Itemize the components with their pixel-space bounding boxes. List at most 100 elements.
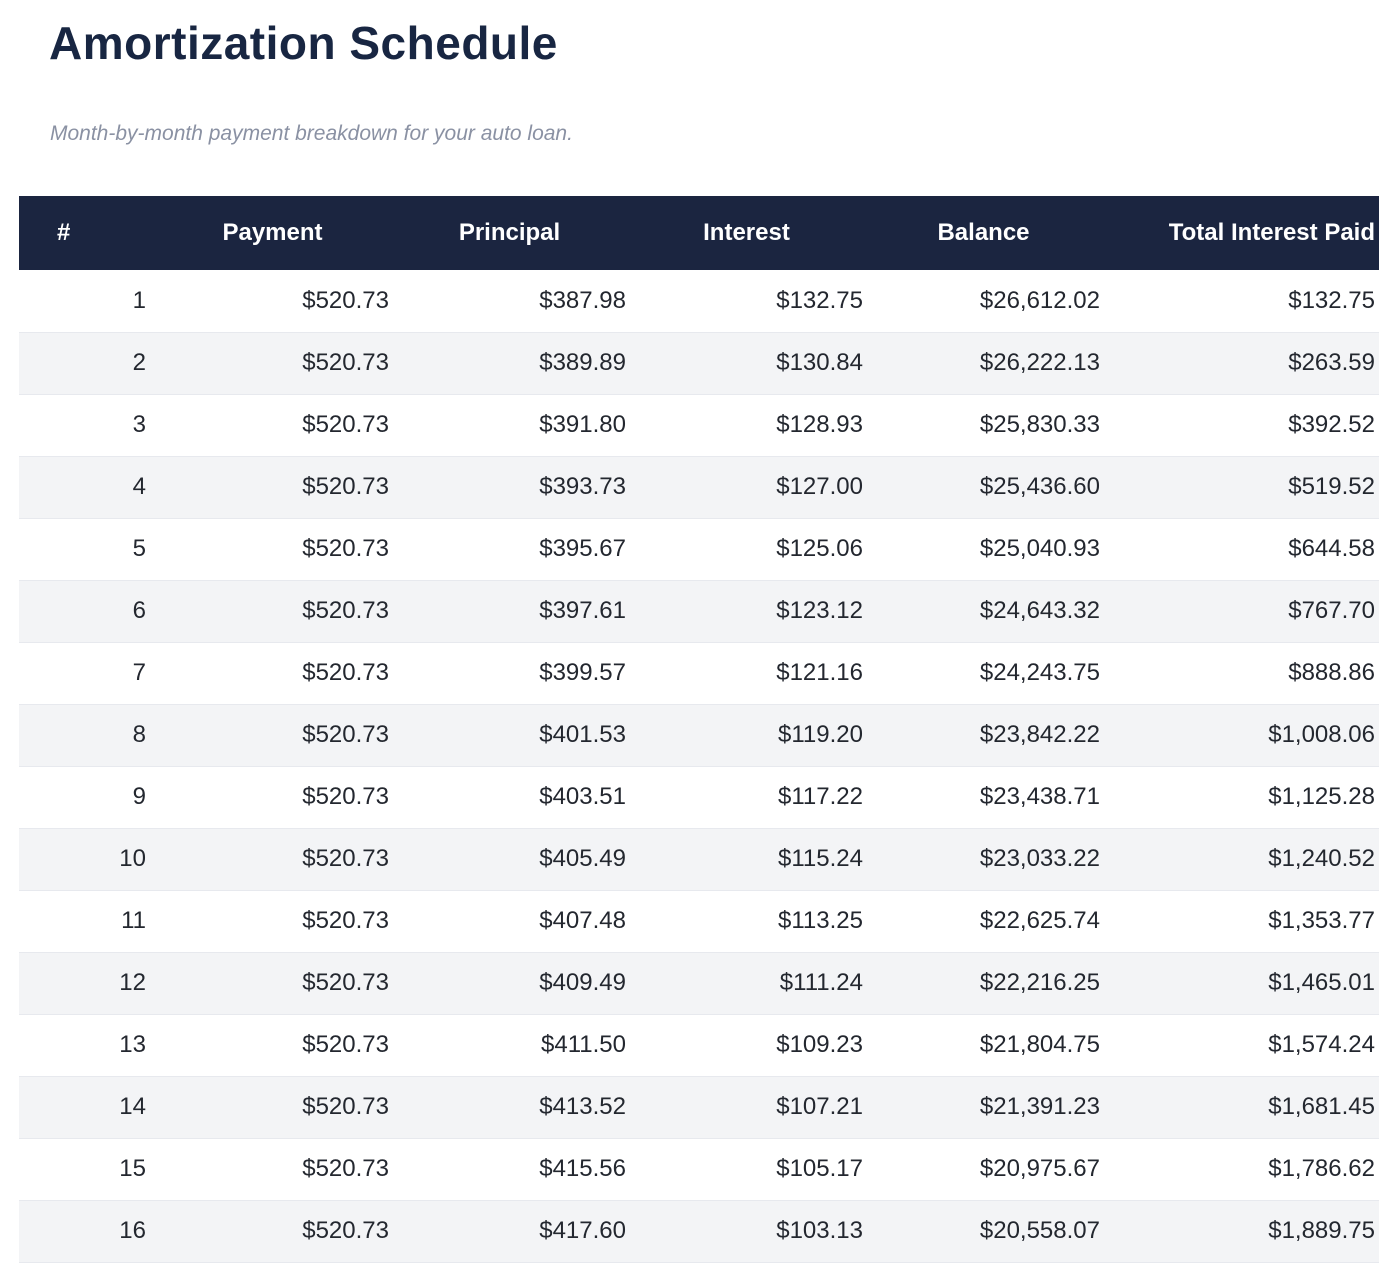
cell-balance: $23,438.71 bbox=[865, 766, 1102, 829]
cell-total-interest-paid: $1,353.77 bbox=[1102, 890, 1379, 953]
cell-interest: $111.24 bbox=[628, 952, 865, 1015]
table-row: 15 $520.73 $415.56 $105.17 $20,975.67 $1,786.… bbox=[19, 1138, 1379, 1201]
cell-total-interest-paid: $1,008.06 bbox=[1102, 704, 1379, 767]
cell-balance: $25,040.93 bbox=[865, 518, 1102, 581]
cell-payment: $520.73 bbox=[154, 394, 391, 457]
table-row: 5 $520.73 $395.67 $125.06 $25,040.93 $644.58 bbox=[19, 518, 1379, 581]
cell-total-interest-paid: $519.52 bbox=[1102, 456, 1379, 519]
cell-total-interest-paid: $263.59 bbox=[1102, 332, 1379, 395]
table-row: 4 $520.73 $393.73 $127.00 $25,436.60 $519.52 bbox=[19, 456, 1379, 519]
cell-number: 10 bbox=[19, 828, 154, 891]
cell-balance: $21,804.75 bbox=[865, 1014, 1102, 1077]
column-header-payment: Payment bbox=[154, 196, 391, 270]
cell-principal: $413.52 bbox=[391, 1076, 628, 1139]
column-header-interest: Interest bbox=[628, 196, 865, 270]
table-row: 16 $520.73 $417.60 $103.13 $20,558.07 $1,889.… bbox=[19, 1200, 1379, 1263]
cell-total-interest-paid: $1,465.01 bbox=[1102, 952, 1379, 1015]
table-row: 6 $520.73 $397.61 $123.12 $24,643.32 $767.70 bbox=[19, 580, 1379, 643]
cell-payment: $520.73 bbox=[154, 518, 391, 581]
cell-total-interest-paid: $888.86 bbox=[1102, 642, 1379, 705]
cell-principal: $389.89 bbox=[391, 332, 628, 395]
cell-number: 6 bbox=[19, 580, 154, 643]
cell-number: 7 bbox=[19, 642, 154, 705]
column-header-balance: Balance bbox=[865, 196, 1102, 270]
cell-total-interest-paid: $1,786.62 bbox=[1102, 1138, 1379, 1201]
cell-principal: $407.48 bbox=[391, 890, 628, 953]
cell-balance: $26,222.13 bbox=[865, 332, 1102, 395]
table-row: 1 $520.73 $387.98 $132.75 $26,612.02 $132.75 bbox=[19, 270, 1379, 333]
page: Amortization Schedule Month-by-month pay… bbox=[0, 16, 1398, 1263]
cell-number: 16 bbox=[19, 1200, 154, 1263]
cell-payment: $520.73 bbox=[154, 270, 391, 333]
cell-balance: $23,033.22 bbox=[865, 828, 1102, 891]
cell-number: 14 bbox=[19, 1076, 154, 1139]
column-header-total-interest-paid: Total Interest Paid bbox=[1102, 196, 1379, 270]
cell-number: 15 bbox=[19, 1138, 154, 1201]
table-body: 1 $520.73 $387.98 $132.75 $26,612.02 $132.75 2… bbox=[19, 270, 1379, 1263]
cell-interest: $119.20 bbox=[628, 704, 865, 767]
cell-payment: $520.73 bbox=[154, 1076, 391, 1139]
table-row: 7 $520.73 $399.57 $121.16 $24,243.75 $888.86 bbox=[19, 642, 1379, 705]
table-row: 13 $520.73 $411.50 $109.23 $21,804.75 $1,574.… bbox=[19, 1014, 1379, 1077]
table-row: 8 $520.73 $401.53 $119.20 $23,842.22 $1,008.0… bbox=[19, 704, 1379, 767]
cell-payment: $520.73 bbox=[154, 890, 391, 953]
cell-number: 3 bbox=[19, 394, 154, 457]
cell-interest: $127.00 bbox=[628, 456, 865, 519]
cell-interest: $105.17 bbox=[628, 1138, 865, 1201]
cell-payment: $520.73 bbox=[154, 704, 391, 767]
cell-principal: $391.80 bbox=[391, 394, 628, 457]
cell-interest: $107.21 bbox=[628, 1076, 865, 1139]
cell-payment: $520.73 bbox=[154, 332, 391, 395]
cell-principal: $411.50 bbox=[391, 1014, 628, 1077]
cell-principal: $401.53 bbox=[391, 704, 628, 767]
cell-balance: $20,975.67 bbox=[865, 1138, 1102, 1201]
cell-interest: $132.75 bbox=[628, 270, 865, 333]
table-row: 3 $520.73 $391.80 $128.93 $25,830.33 $392.52 bbox=[19, 394, 1379, 457]
cell-balance: $26,612.02 bbox=[865, 270, 1102, 333]
cell-total-interest-paid: $1,574.24 bbox=[1102, 1014, 1379, 1077]
cell-balance: $23,842.22 bbox=[865, 704, 1102, 767]
table-row: 12 $520.73 $409.49 $111.24 $22,216.25 $1,465.… bbox=[19, 952, 1379, 1015]
cell-interest: $113.25 bbox=[628, 890, 865, 953]
cell-balance: $21,391.23 bbox=[865, 1076, 1102, 1139]
cell-principal: $409.49 bbox=[391, 952, 628, 1015]
cell-total-interest-paid: $1,889.75 bbox=[1102, 1200, 1379, 1263]
cell-number: 9 bbox=[19, 766, 154, 829]
table-header-row: # Payment Principal Interest Balance Tot… bbox=[19, 196, 1379, 270]
cell-payment: $520.73 bbox=[154, 642, 391, 705]
cell-payment: $520.73 bbox=[154, 828, 391, 891]
cell-total-interest-paid: $644.58 bbox=[1102, 518, 1379, 581]
cell-total-interest-paid: $1,240.52 bbox=[1102, 828, 1379, 891]
cell-number: 13 bbox=[19, 1014, 154, 1077]
cell-interest: $115.24 bbox=[628, 828, 865, 891]
column-header-number: # bbox=[19, 196, 154, 270]
cell-number: 5 bbox=[19, 518, 154, 581]
cell-principal: $403.51 bbox=[391, 766, 628, 829]
cell-number: 12 bbox=[19, 952, 154, 1015]
cell-number: 4 bbox=[19, 456, 154, 519]
cell-balance: $24,643.32 bbox=[865, 580, 1102, 643]
page-subtitle: Month-by-month payment breakdown for you… bbox=[50, 122, 573, 145]
table-row: 2 $520.73 $389.89 $130.84 $26,222.13 $263.59 bbox=[19, 332, 1379, 395]
cell-interest: $117.22 bbox=[628, 766, 865, 829]
cell-total-interest-paid: $132.75 bbox=[1102, 270, 1379, 333]
cell-interest: $128.93 bbox=[628, 394, 865, 457]
cell-total-interest-paid: $1,125.28 bbox=[1102, 766, 1379, 829]
cell-balance: $22,625.74 bbox=[865, 890, 1102, 953]
cell-principal: $417.60 bbox=[391, 1200, 628, 1263]
table-row: 14 $520.73 $413.52 $107.21 $21,391.23 $1,681.… bbox=[19, 1076, 1379, 1139]
cell-number: 2 bbox=[19, 332, 154, 395]
cell-principal: $397.61 bbox=[391, 580, 628, 643]
amortization-table: # Payment Principal Interest Balance Tot… bbox=[19, 196, 1379, 1263]
cell-total-interest-paid: $392.52 bbox=[1102, 394, 1379, 457]
cell-principal: $399.57 bbox=[391, 642, 628, 705]
cell-number: 1 bbox=[19, 270, 154, 333]
cell-payment: $520.73 bbox=[154, 456, 391, 519]
cell-principal: $405.49 bbox=[391, 828, 628, 891]
cell-payment: $520.73 bbox=[154, 952, 391, 1015]
cell-principal: $395.67 bbox=[391, 518, 628, 581]
page-title: Amortization Schedule bbox=[49, 17, 558, 69]
cell-principal: $387.98 bbox=[391, 270, 628, 333]
cell-interest: $123.12 bbox=[628, 580, 865, 643]
cell-balance: $25,436.60 bbox=[865, 456, 1102, 519]
